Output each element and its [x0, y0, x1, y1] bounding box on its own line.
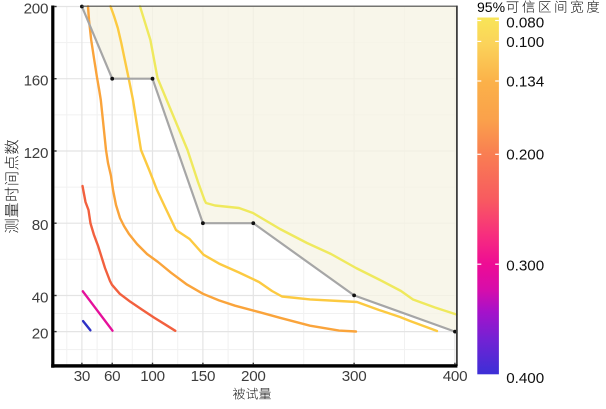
svg-text:0.200: 0.200 — [506, 147, 544, 164]
svg-text:160: 160 — [24, 73, 49, 90]
svg-text:120: 120 — [24, 145, 49, 162]
svg-text:30: 30 — [74, 368, 90, 385]
svg-text:0.134: 0.134 — [506, 73, 544, 90]
svg-text:300: 300 — [342, 368, 367, 385]
svg-text:80: 80 — [32, 217, 48, 234]
svg-text:200: 200 — [241, 368, 266, 385]
svg-text:95%: 95% — [477, 0, 505, 15]
svg-text:20: 20 — [32, 325, 48, 342]
svg-text:0.080: 0.080 — [506, 15, 544, 32]
svg-text:40: 40 — [32, 289, 48, 306]
svg-text:0.400: 0.400 — [506, 370, 544, 387]
svg-text:0.300: 0.300 — [506, 258, 544, 275]
svg-text:60: 60 — [104, 368, 120, 385]
svg-text:400: 400 — [443, 368, 468, 385]
svg-text:150: 150 — [191, 368, 216, 385]
svg-text:0.100: 0.100 — [506, 34, 544, 51]
svg-text:100: 100 — [140, 368, 165, 385]
svg-text:200: 200 — [24, 0, 49, 17]
